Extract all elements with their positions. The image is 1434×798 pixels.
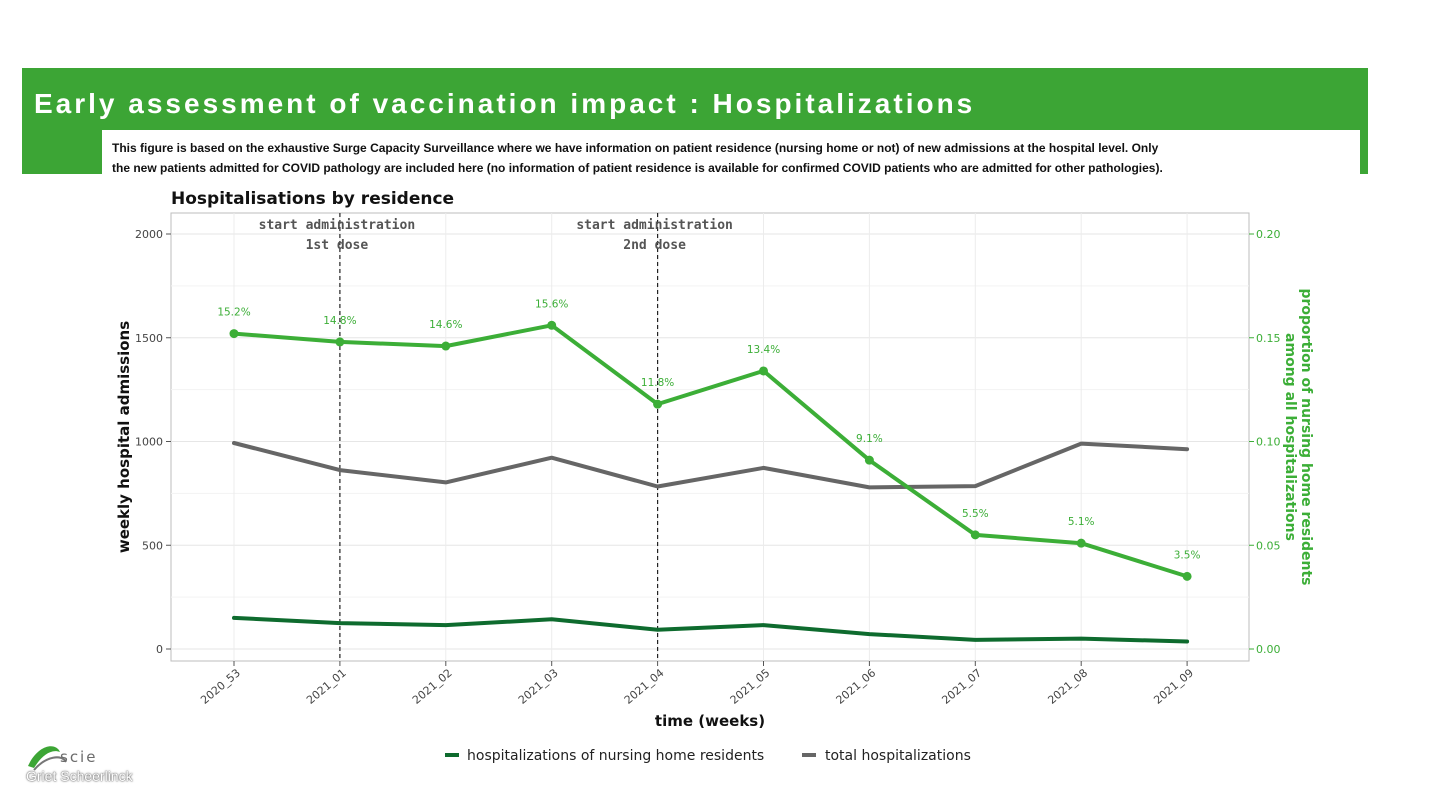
annotation-label-line-2: 2nd dose xyxy=(623,238,686,253)
proportion-point xyxy=(441,341,451,351)
y-axis-label: weekly hospital admissions xyxy=(115,321,133,553)
x-axis: 2020_53 2021_01 2021_02 2021_03 2021_04 2021_… xyxy=(198,661,1196,707)
proportion-point xyxy=(229,329,239,339)
y2-axis-label-line-1: proportion of nursing home residents xyxy=(1298,288,1314,585)
x-tick-label: 2021_06 xyxy=(834,666,879,706)
y2-tick-label: 0.00 xyxy=(1256,643,1281,656)
x-tick-label: 2021_04 xyxy=(622,666,667,706)
slide-title: Early assessment of vaccination impact :… xyxy=(34,88,976,119)
title-banner: Early assessment of vaccination impact :… xyxy=(22,68,1368,175)
proportion-data-label: 5.1% xyxy=(1068,516,1095,528)
total-line xyxy=(232,441,1190,490)
x-tick-label: 2021_08 xyxy=(1045,666,1090,706)
annotation-label-line-2: 1st dose xyxy=(306,238,369,253)
x-axis-label: time (weeks) xyxy=(655,712,765,730)
proportion-point xyxy=(335,337,345,347)
proportion-data-label: 11.8% xyxy=(641,377,674,389)
proportion-point xyxy=(970,530,980,540)
x-tick-label: 2020_53 xyxy=(198,666,243,706)
y2-tick-label: 0.20 xyxy=(1256,228,1281,241)
x-tick-label: 2021_07 xyxy=(939,666,984,706)
y2-axis-label-line-2: among all hospitalizations xyxy=(1282,333,1298,541)
slide-description: This figure is based on the exhaustive S… xyxy=(102,130,1360,175)
plot-area xyxy=(170,212,1250,662)
logo-text: scie xyxy=(60,748,98,766)
proportion-point xyxy=(1182,571,1192,581)
x-tick-label: 2021_05 xyxy=(728,666,773,706)
proportion-data-label: 3.5% xyxy=(1174,549,1201,561)
legend-label-total: total hospitalizations xyxy=(825,748,971,764)
y2-tick-label: 0.10 xyxy=(1256,436,1281,449)
right-y-axis: 0.00 0.05 0.10 0.15 0.20 xyxy=(1249,228,1281,656)
proportion-point xyxy=(547,320,557,330)
proportion-point xyxy=(653,399,663,409)
proportion-point xyxy=(864,455,874,465)
nursing-home-line xyxy=(232,615,1190,644)
description-line-1: This figure is based on the exhaustive S… xyxy=(112,141,1159,155)
legend-label-nursing-home: hospitalizations of nursing home residen… xyxy=(467,748,764,764)
proportion-point xyxy=(759,366,768,376)
left-y-axis: 0 500 1000 1500 2000 xyxy=(135,228,171,656)
vaccination-annotations: start administration 1st dose start admini… xyxy=(259,213,733,661)
annotation-label-line-1: start administration xyxy=(259,218,416,233)
y-tick-label: 2000 xyxy=(135,228,163,241)
chart-title: Hospitalisations by residence xyxy=(171,189,454,209)
y-tick-label: 1500 xyxy=(135,332,163,345)
x-tick-label: 2021_09 xyxy=(1151,666,1196,706)
y-tick-label: 500 xyxy=(142,539,163,552)
proportion-data-label: 14.6% xyxy=(429,319,462,331)
proportion-point xyxy=(1076,538,1086,548)
author-name: Griet Scheerlinck xyxy=(26,768,133,784)
x-tick-label: 2021_02 xyxy=(410,666,455,706)
y2-tick-label: 0.15 xyxy=(1256,332,1281,345)
proportion-line xyxy=(232,323,1190,579)
proportion-data-label: 9.1% xyxy=(856,433,883,445)
legend: hospitalizations of nursing home residen… xyxy=(445,748,971,764)
proportion-data-label: 5.5% xyxy=(962,508,989,520)
x-tick-label: 2021_03 xyxy=(516,666,561,706)
proportion-data-label: 15.2% xyxy=(217,307,250,319)
annotation-label-line-1: start administration xyxy=(576,218,733,233)
chart-series: 15.2% 14.8% 14.6% 15.6% 11.8% 13.4% 9.1% 5.5% 5.… xyxy=(217,298,1201,644)
proportion-data-label: 15.6% xyxy=(535,298,568,310)
proportion-data-label: 13.4% xyxy=(747,344,780,356)
description-line-2: the new patients admitted for COVID path… xyxy=(112,161,1163,175)
sciensano-logo-icon xyxy=(28,746,67,771)
proportion-data-label: 14.8% xyxy=(323,315,356,327)
x-tick-label: 2021_01 xyxy=(304,666,349,706)
y-tick-label: 0 xyxy=(156,643,163,656)
y2-tick-label: 0.05 xyxy=(1256,539,1281,552)
y-tick-label: 1000 xyxy=(135,436,163,449)
